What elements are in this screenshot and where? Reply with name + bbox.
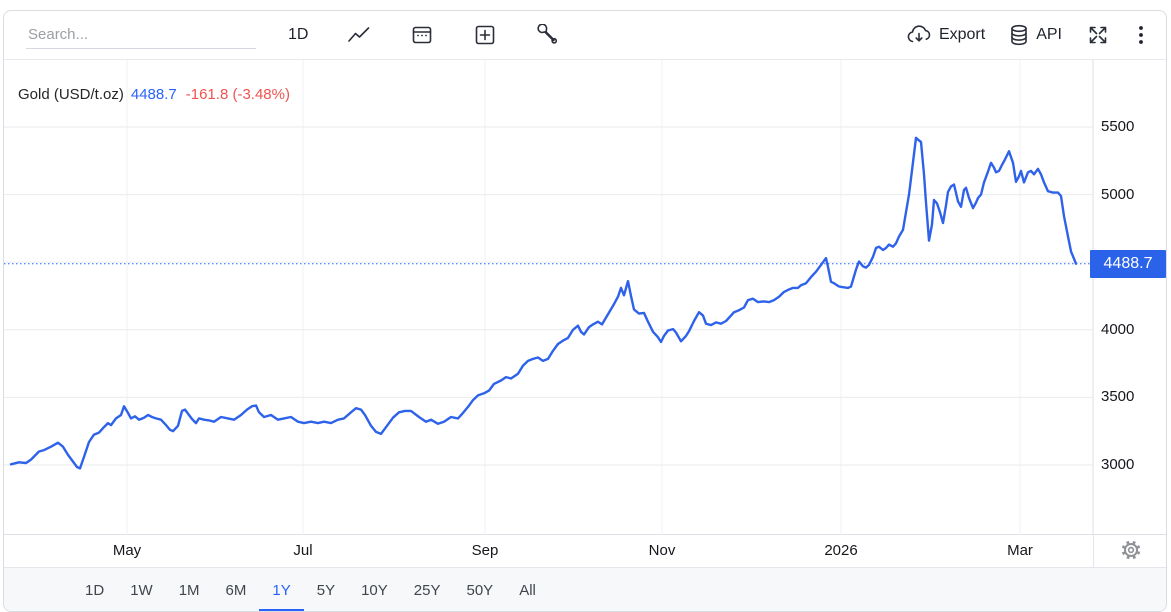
export-label: Export — [938, 26, 986, 43]
database-icon — [1011, 24, 1028, 46]
y-axis-tick-label: 4000 — [1101, 320, 1135, 338]
price-line-chart — [4, 60, 1094, 535]
api-label: API — [1036, 26, 1062, 43]
add-indicator-icon[interactable] — [473, 23, 497, 47]
x-axis-tick-label: 2026 — [824, 542, 858, 559]
range-selector-bar: 1D 1W 1M 6M 1Y 5Y 10Y 25Y 50Y All — [4, 567, 1166, 611]
range-button-6m[interactable]: 6M — [225, 581, 247, 599]
cloud-download-icon — [907, 25, 931, 43]
x-axis-strip: May Jul Sep Nov 2026 Mar — [4, 535, 1166, 567]
series-title: Gold (USD/t.oz) — [18, 86, 124, 103]
range-button-1d[interactable]: 1D — [85, 581, 105, 599]
y-axis-tick-label: 3500 — [1101, 388, 1135, 406]
x-axis-tick-label: Sep — [471, 542, 499, 559]
chart-legend: Gold (USD/t.oz) 4488.7 -161.8 (-3.48%) — [18, 86, 290, 103]
toolbar: 1D — [4, 11, 1166, 60]
range-button-1m[interactable]: 1M — [178, 581, 200, 599]
range-button-10y[interactable]: 10Y — [361, 581, 388, 599]
fullscreen-icon[interactable] — [1086, 23, 1110, 47]
legend-change: -161.8 (-3.48%) — [185, 86, 290, 103]
legend-last-price: 4488.7 — [130, 86, 177, 103]
y-axis-tick-label: 5500 — [1101, 118, 1135, 135]
last-price-badge: 4488.7 — [1090, 249, 1166, 278]
range-button-1w[interactable]: 1W — [130, 581, 153, 599]
tools-wrench-icon[interactable] — [536, 23, 560, 47]
search-input[interactable] — [26, 21, 256, 49]
x-axis-tick-label: Jul — [293, 542, 313, 559]
interval-button[interactable]: 1D — [288, 26, 309, 43]
x-axis-tick-label: Mar — [1007, 542, 1033, 559]
axis-divider — [1093, 535, 1094, 567]
y-axis-tick-label: 3000 — [1101, 456, 1135, 473]
range-button-1y[interactable]: 1Y — [259, 568, 304, 611]
range-button-5y[interactable]: 5Y — [316, 581, 336, 599]
y-axis-tick-label: 5000 — [1101, 185, 1135, 203]
range-button-25y[interactable]: 25Y — [413, 581, 441, 599]
chart-widget-card: 1D — [3, 10, 1167, 612]
range-button-all[interactable]: All — [519, 581, 536, 599]
chart-plot-area[interactable]: Gold (USD/t.oz) 4488.7 -161.8 (-3.48%) 550… — [4, 60, 1166, 535]
calendar-icon[interactable] — [410, 23, 434, 47]
export-button[interactable]: Export — [906, 25, 985, 45]
x-axis-tick-label: May — [112, 542, 142, 559]
x-axis-tick-label: Nov — [648, 542, 676, 559]
range-button-50y[interactable]: 50Y — [466, 581, 494, 599]
kebab-menu-icon[interactable] — [1134, 23, 1148, 47]
api-button[interactable]: API — [1009, 24, 1062, 46]
line-chart-type-icon[interactable] — [347, 23, 371, 47]
chart-settings-gear-icon[interactable] — [1120, 539, 1142, 566]
